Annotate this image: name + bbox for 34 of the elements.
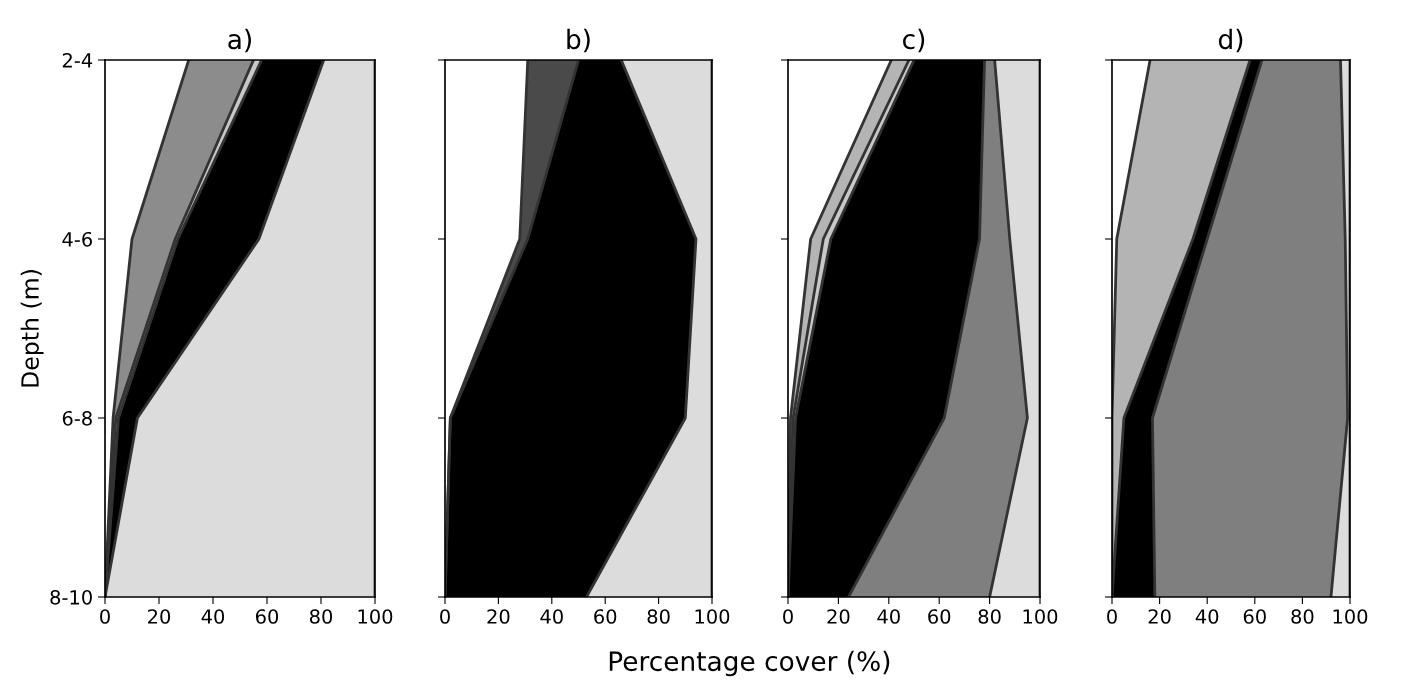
- x-tick-label: 0: [1107, 609, 1117, 624]
- x-tick-label: 60: [928, 609, 951, 624]
- x-tick-label: 40: [1195, 609, 1219, 624]
- x-tick-label: 60: [255, 609, 279, 624]
- x-tick-label: 40: [201, 609, 225, 624]
- x-tick-label: 60: [594, 609, 617, 624]
- chart-title: a): [228, 28, 251, 53]
- chart-title: b): [567, 28, 590, 53]
- x-tick-label: 100: [1333, 609, 1368, 624]
- y-tick-label: 2-4: [62, 52, 93, 68]
- x-tick-label: 40: [877, 609, 900, 624]
- x-tick-label: 20: [1148, 609, 1171, 624]
- chart-title: c): [903, 28, 925, 53]
- x-axis-title: Percentage cover (%): [609, 650, 890, 677]
- x-tick-label: 80: [1291, 609, 1314, 624]
- y-tick-label: 4-6: [62, 231, 92, 247]
- y-axis-title: Depth (m): [20, 270, 44, 387]
- x-tick-label: 0: [783, 609, 793, 624]
- x-tick-label: 100: [358, 609, 393, 624]
- x-tick-label: 80: [647, 609, 670, 624]
- x-tick-label: 40: [540, 609, 563, 624]
- x-tick-label: 20: [148, 609, 171, 624]
- x-tick-label: 0: [100, 609, 110, 624]
- x-tick-label: 80: [309, 609, 333, 624]
- x-tick-label: 100: [695, 609, 730, 624]
- x-tick-label: 80: [978, 609, 1001, 624]
- x-tick-label: 0: [440, 609, 450, 624]
- y-tick-label: 8-10: [50, 589, 92, 605]
- x-tick-label: 60: [1243, 609, 1266, 624]
- chart-title: d): [1218, 28, 1243, 53]
- y-tick-label: 6-8: [62, 410, 92, 426]
- x-tick-label: 20: [487, 609, 510, 624]
- x-tick-label: 20: [827, 609, 850, 624]
- x-tick-label: 100: [1023, 609, 1058, 624]
